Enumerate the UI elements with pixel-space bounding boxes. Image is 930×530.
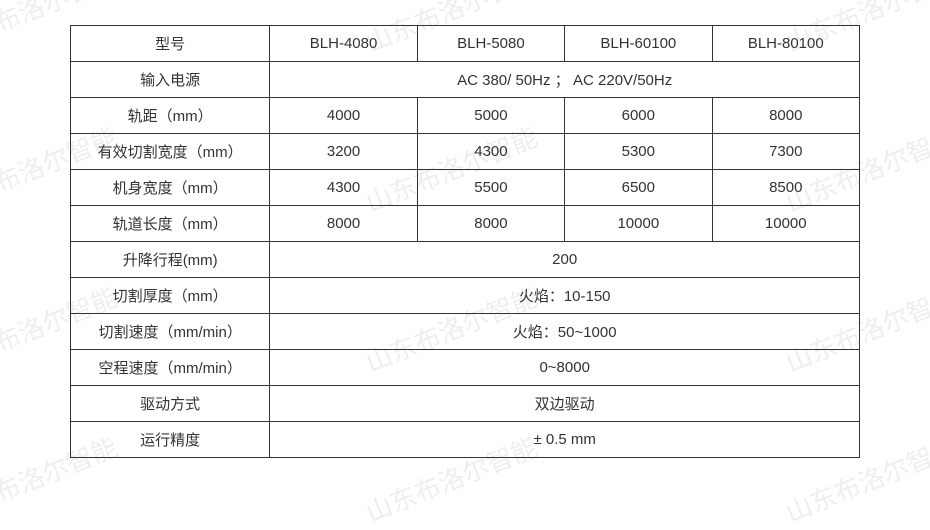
table-row: 机身宽度（mm）4300550065008500: [71, 170, 860, 206]
row-value: 6000: [565, 98, 712, 134]
row-label: 输入电源: [71, 62, 270, 98]
row-value: BLH-5080: [417, 26, 564, 62]
row-value: 5000: [417, 98, 564, 134]
row-label: 切割速度（mm/min）: [71, 314, 270, 350]
table-row: 输入电源AC 380/ 50Hz ； AC 220V/50Hz: [71, 62, 860, 98]
row-value-merged: 双边驱动: [270, 386, 860, 422]
row-label: 轨距（mm）: [71, 98, 270, 134]
row-label: 驱动方式: [71, 386, 270, 422]
row-value: BLH-60100: [565, 26, 712, 62]
row-value: 8000: [712, 98, 859, 134]
spec-table: 型号BLH-4080BLH-5080BLH-60100BLH-80100输入电源…: [70, 25, 860, 458]
spec-table-container: 型号BLH-4080BLH-5080BLH-60100BLH-80100输入电源…: [0, 0, 930, 483]
table-row: 型号BLH-4080BLH-5080BLH-60100BLH-80100: [71, 26, 860, 62]
row-label: 有效切割宽度（mm）: [71, 134, 270, 170]
row-value: 4000: [270, 98, 417, 134]
row-value-merged: 200: [270, 242, 860, 278]
row-value: BLH-80100: [712, 26, 859, 62]
row-label: 机身宽度（mm）: [71, 170, 270, 206]
row-value: 4300: [417, 134, 564, 170]
table-row: 轨道长度（mm）800080001000010000: [71, 206, 860, 242]
row-value-merged: 火焰：10-150: [270, 278, 860, 314]
row-value: BLH-4080: [270, 26, 417, 62]
table-row: 运行精度± 0.5 mm: [71, 422, 860, 458]
table-row: 轨距（mm）4000500060008000: [71, 98, 860, 134]
row-value: 7300: [712, 134, 859, 170]
row-value: 10000: [712, 206, 859, 242]
row-value: 8500: [712, 170, 859, 206]
row-label: 升降行程(mm): [71, 242, 270, 278]
row-label: 轨道长度（mm）: [71, 206, 270, 242]
table-row: 切割厚度（mm）火焰：10-150: [71, 278, 860, 314]
row-value: 5500: [417, 170, 564, 206]
row-value: 4300: [270, 170, 417, 206]
row-value-merged: 火焰：50~1000: [270, 314, 860, 350]
row-value: 5300: [565, 134, 712, 170]
row-value-merged: 0~8000: [270, 350, 860, 386]
row-value: 3200: [270, 134, 417, 170]
row-label: 空程速度（mm/min）: [71, 350, 270, 386]
row-value: 8000: [417, 206, 564, 242]
row-value-merged: ± 0.5 mm: [270, 422, 860, 458]
row-label: 切割厚度（mm）: [71, 278, 270, 314]
table-row: 有效切割宽度（mm）3200430053007300: [71, 134, 860, 170]
row-value: 10000: [565, 206, 712, 242]
table-row: 切割速度（mm/min）火焰：50~1000: [71, 314, 860, 350]
table-row: 驱动方式双边驱动: [71, 386, 860, 422]
row-value-merged: AC 380/ 50Hz ； AC 220V/50Hz: [270, 62, 860, 98]
row-label: 运行精度: [71, 422, 270, 458]
row-value: 6500: [565, 170, 712, 206]
table-row: 升降行程(mm)200: [71, 242, 860, 278]
row-value: 8000: [270, 206, 417, 242]
table-row: 空程速度（mm/min）0~8000: [71, 350, 860, 386]
row-label: 型号: [71, 26, 270, 62]
